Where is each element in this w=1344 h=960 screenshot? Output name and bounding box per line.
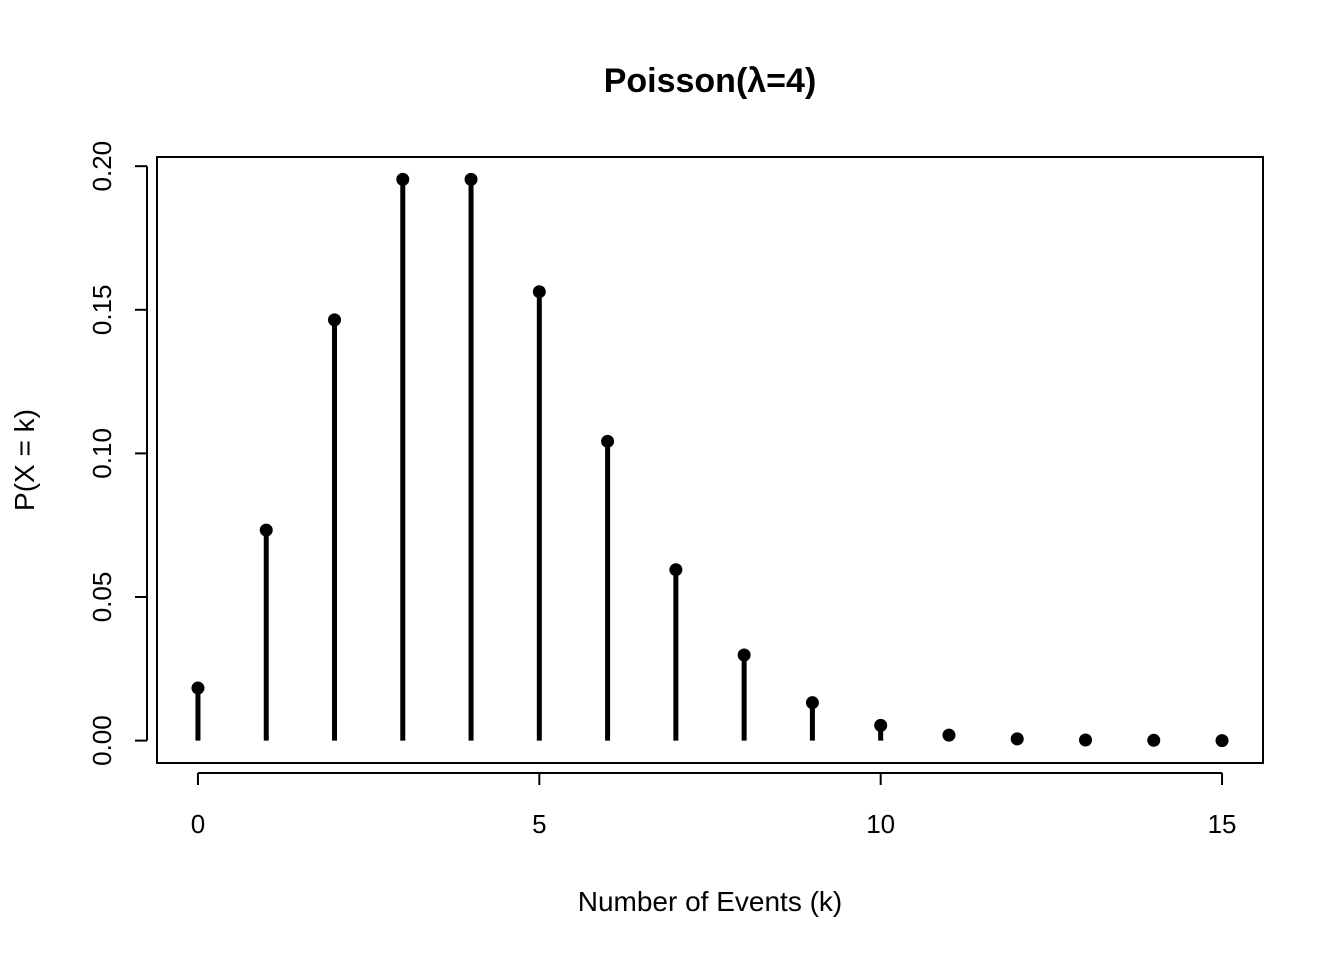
x-tick-label: 15 bbox=[1208, 809, 1237, 839]
x-axis: 0 5 10 15 bbox=[191, 772, 1237, 839]
y-axis: 0.00 0.05 0.10 0.15 0.20 bbox=[87, 141, 148, 766]
data-marks bbox=[191, 172, 1229, 748]
data-point bbox=[532, 285, 546, 299]
data-point bbox=[669, 563, 683, 577]
y-tick-label: 0.10 bbox=[87, 428, 117, 479]
x-tick-label: 5 bbox=[532, 809, 546, 839]
plot-frame bbox=[156, 156, 1264, 764]
data-point bbox=[1147, 733, 1161, 747]
data-point bbox=[1078, 733, 1092, 747]
data-point bbox=[464, 172, 478, 186]
y-tick-label: 0.15 bbox=[87, 284, 117, 335]
y-tick-label: 0.05 bbox=[87, 572, 117, 623]
data-point bbox=[942, 728, 956, 742]
y-tick-label: 0.20 bbox=[87, 141, 117, 192]
x-tick-label: 0 bbox=[191, 809, 205, 839]
y-axis-label: P(X = k) bbox=[9, 409, 40, 511]
x-tick-label: 10 bbox=[866, 809, 895, 839]
data-point bbox=[191, 681, 205, 695]
chart-title: Poisson(λ=4) bbox=[604, 62, 817, 100]
data-point bbox=[805, 696, 819, 710]
x-axis-label: Number of Events (k) bbox=[578, 886, 843, 917]
data-point bbox=[1010, 732, 1024, 746]
data-point bbox=[259, 523, 273, 537]
data-point bbox=[1215, 734, 1229, 748]
data-point bbox=[328, 313, 342, 327]
data-point bbox=[396, 172, 410, 186]
data-point bbox=[601, 434, 615, 448]
data-point bbox=[737, 648, 751, 662]
y-tick-label: 0.00 bbox=[87, 715, 117, 766]
data-point bbox=[874, 718, 888, 732]
